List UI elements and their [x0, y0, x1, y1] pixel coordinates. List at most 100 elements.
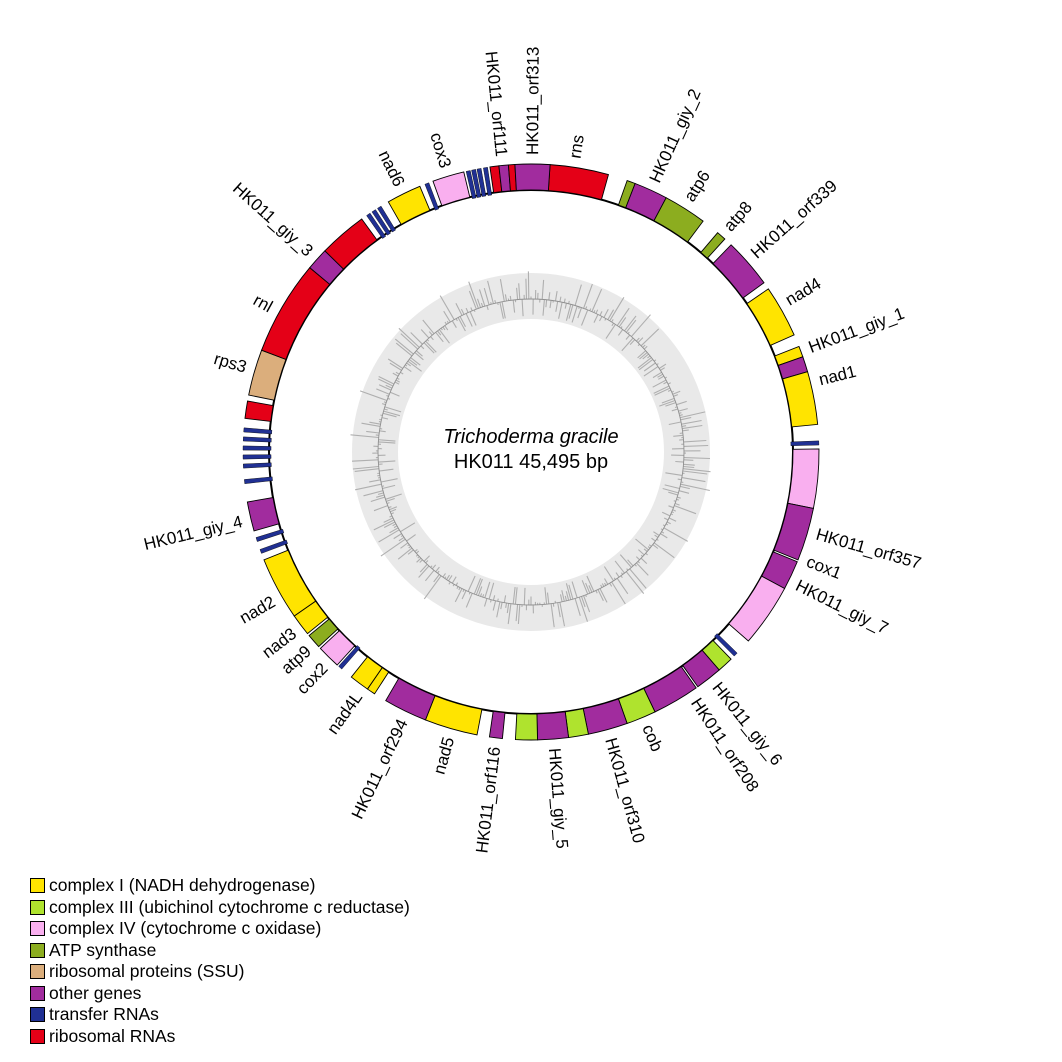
legend-swatch-complex1: [30, 878, 45, 894]
gc-spike: [580, 309, 589, 326]
gc-spike: [460, 308, 465, 315]
gc-spike: [615, 572, 620, 578]
gc-spike: [381, 403, 386, 406]
gc-spike: [549, 300, 552, 309]
legend-label: transfer RNAs: [49, 1004, 159, 1024]
trna-tick: [377, 205, 396, 233]
gc-spike: [682, 424, 703, 430]
gc-spike: [394, 338, 414, 355]
segment-HK011_giy_4: [246, 496, 280, 532]
gc-spike: [439, 295, 455, 320]
gc-spike: [473, 578, 482, 595]
gc-spike: [467, 575, 476, 592]
gc-spike: [675, 460, 684, 463]
gc-spike: [420, 329, 430, 339]
gc-spike: [643, 548, 648, 553]
gc-spike: [561, 590, 565, 602]
gc-spike: [499, 279, 505, 302]
gc-spike: [678, 408, 688, 412]
gc-spike: [479, 593, 483, 597]
gc-spike: [354, 468, 379, 472]
gc-spike: [378, 376, 395, 385]
gc-spike: [383, 517, 394, 523]
gc-spike: [448, 581, 451, 585]
gc-spike: [392, 523, 397, 527]
gc-spike: [379, 468, 394, 472]
gc-spike: [542, 299, 545, 316]
gc-spike: [643, 366, 659, 377]
gc-spike: [477, 586, 483, 596]
segment-cox2: [319, 630, 356, 666]
segment-HK011_orf357: [773, 502, 814, 561]
gc-spike: [389, 362, 402, 371]
gc-spike: [468, 290, 477, 310]
gc-spike: [668, 505, 674, 509]
gc-spike: [394, 381, 400, 385]
gc-spike: [406, 534, 416, 542]
gc-spike: [583, 283, 593, 309]
gc-spike: [507, 603, 512, 625]
gc-spike: [648, 544, 652, 547]
trna-tick: [366, 212, 386, 239]
gene-label-nad4L: nad4L: [323, 688, 366, 738]
gc-spike: [677, 478, 682, 481]
gc-spike: [638, 549, 645, 556]
gc-spike: [373, 505, 388, 512]
gc-spike: [419, 564, 428, 573]
gc-spike: [617, 329, 624, 336]
gc-spike: [607, 309, 615, 320]
gc-spike: [658, 363, 667, 369]
gc-spike: [378, 441, 396, 444]
gc-spike: [465, 307, 469, 313]
trna-tick: [483, 167, 492, 196]
gc-spike: [565, 304, 572, 321]
gc-spike: [654, 534, 659, 538]
gc-spike: [665, 402, 676, 407]
gc-spike: [679, 411, 706, 419]
gene-label-atp8: atp8: [720, 198, 756, 235]
gc-spike: [581, 580, 589, 595]
gene-label-HK011_giy_7: HK011_giy_7: [793, 576, 892, 638]
gc-spike: [395, 371, 400, 375]
gc-spike: [563, 298, 566, 303]
gene-label-cox3: cox3: [426, 130, 455, 170]
gc-spike: [382, 484, 396, 490]
gc-spike: [651, 537, 656, 542]
segment-cox3: [432, 171, 471, 207]
gc-spike: [647, 355, 651, 359]
trna-tick: [242, 445, 272, 451]
gc-spike: [635, 556, 640, 561]
gc-spike: [482, 594, 485, 598]
gene-label-nad2: nad2: [236, 592, 278, 627]
trna-tick: [242, 454, 272, 460]
gc-spike: [591, 288, 603, 312]
gc-spike: [683, 439, 707, 443]
gc-spike: [378, 378, 394, 387]
gene-label-HK011_giy_4: HK011_giy_4: [142, 512, 244, 554]
gc-spike: [443, 310, 451, 323]
gc-spike: [398, 536, 405, 542]
gc-spike: [476, 298, 482, 308]
gene-label-HK011_giy_3: HK011_giy_3: [229, 179, 317, 261]
gc-spike: [431, 564, 437, 570]
gc-spike: [478, 289, 486, 307]
gene-label-nad1: nad1: [817, 362, 858, 390]
gc-spike: [428, 331, 433, 336]
gc-spike: [604, 578, 609, 585]
gc-spike: [448, 575, 453, 582]
segment-nad6: [387, 185, 431, 226]
gc-spike: [682, 470, 708, 475]
legend-label: complex IV (cytochrome c oxidase): [49, 918, 322, 938]
gc-spike: [653, 385, 670, 394]
gc-spike: [407, 549, 414, 555]
gc-spike: [657, 373, 664, 378]
gc-spike: [503, 595, 507, 603]
gc-spike: [433, 574, 440, 583]
gc-spike: [416, 557, 422, 563]
gene-label-HK011_orf111: HK011_orf111: [482, 50, 511, 157]
legend-label: complex III (ubichinol cytochrome c redu…: [49, 896, 410, 917]
gc-spike: [667, 382, 671, 385]
gc-spike: [389, 391, 400, 397]
trna-tick: [255, 528, 285, 542]
gc-spike: [552, 603, 555, 607]
